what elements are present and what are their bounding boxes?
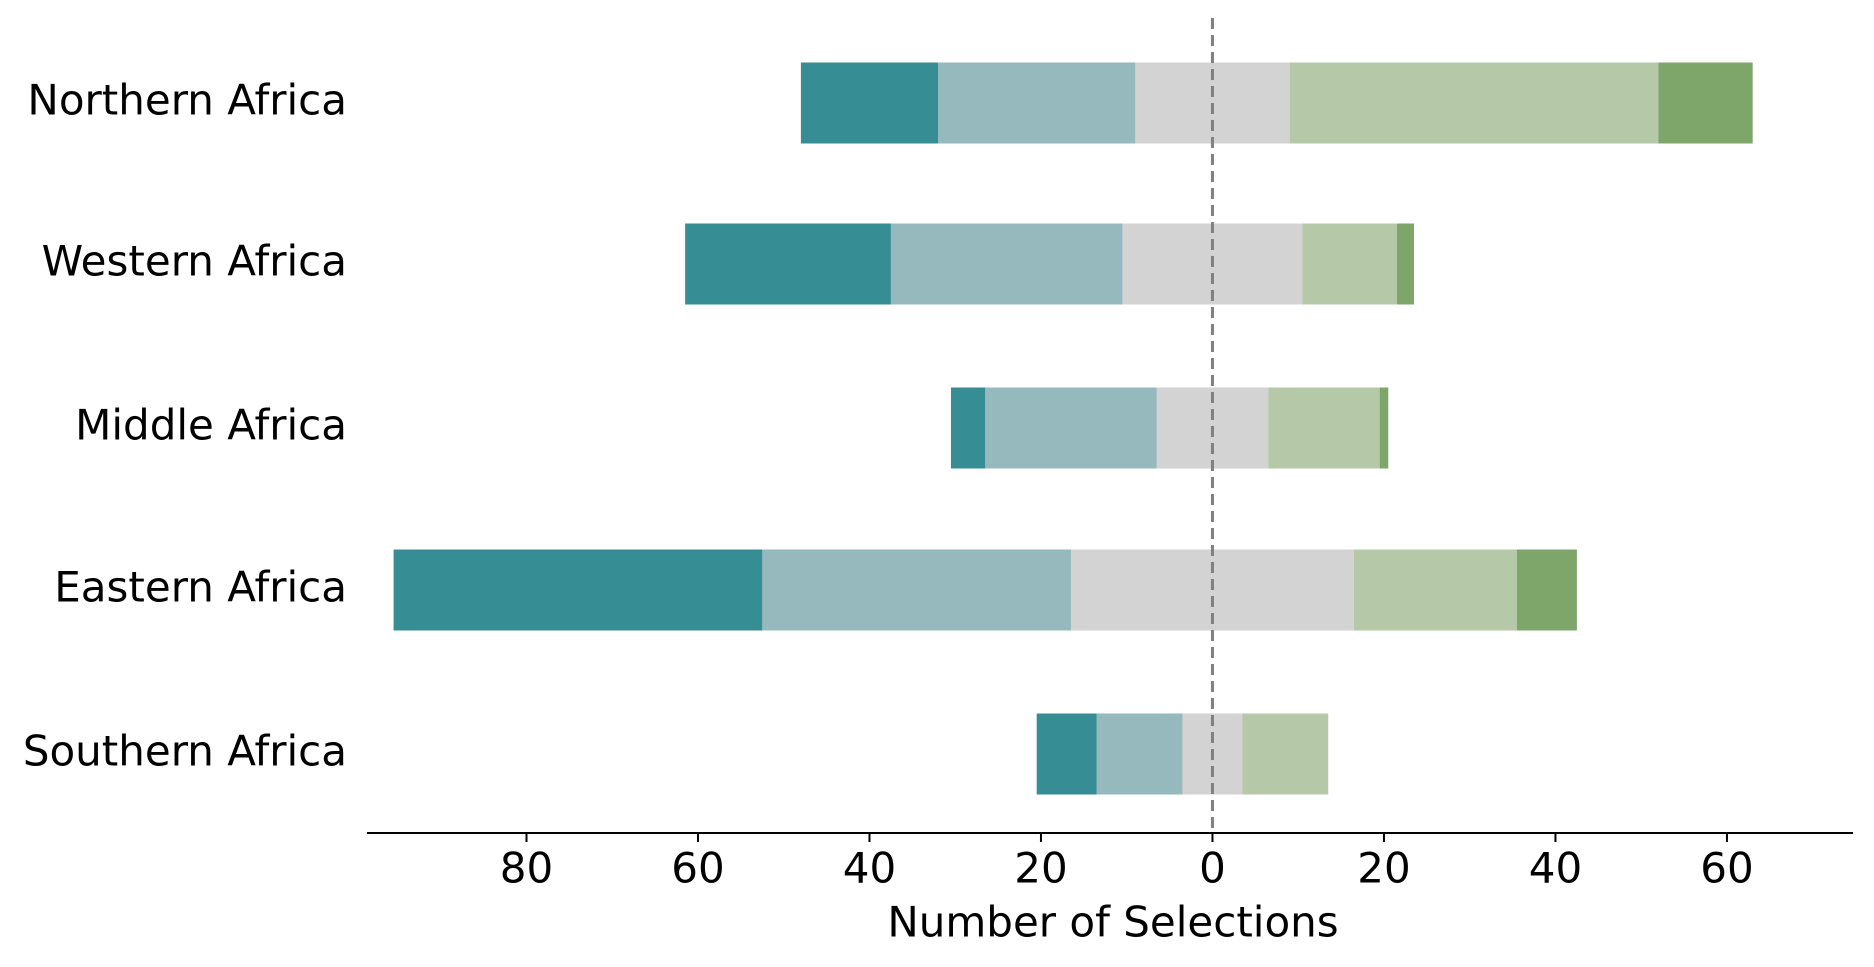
y-tick-label: Northern Africa bbox=[27, 76, 347, 125]
bar-segment bbox=[1096, 713, 1183, 795]
bar-segment bbox=[1516, 549, 1577, 631]
y-tick-label: Western Africa bbox=[42, 237, 347, 286]
y-tick-label: Middle Africa bbox=[75, 401, 347, 450]
bar-segment bbox=[890, 223, 1123, 305]
bar-segment bbox=[1396, 223, 1414, 305]
bar-segment bbox=[1268, 387, 1380, 469]
bar-segment bbox=[762, 549, 1071, 631]
x-tick-label: 40 bbox=[843, 844, 896, 893]
bar-segment bbox=[1036, 713, 1097, 795]
x-axis-label: Number of Selections bbox=[887, 898, 1338, 947]
x-tick-label: 0 bbox=[1199, 844, 1226, 893]
x-tick-label: 40 bbox=[1529, 844, 1582, 893]
bar-segment bbox=[1353, 549, 1517, 631]
bar-segment bbox=[1289, 62, 1659, 144]
bar-segment bbox=[685, 223, 891, 305]
bar-segment bbox=[938, 62, 1136, 144]
x-tick-label: 80 bbox=[500, 844, 553, 893]
y-tick-label: Eastern Africa bbox=[54, 563, 347, 612]
bar-segment bbox=[800, 62, 939, 144]
bar-segment bbox=[393, 549, 763, 631]
bar-segment bbox=[1242, 713, 1329, 795]
bar-segment bbox=[1302, 223, 1397, 305]
y-tick-label: Southern Africa bbox=[23, 727, 347, 776]
x-tick-label: 60 bbox=[1700, 844, 1753, 893]
x-tick-label: 20 bbox=[1014, 844, 1067, 893]
bar-segment bbox=[1658, 62, 1753, 144]
x-tick-label: 20 bbox=[1357, 844, 1410, 893]
bar-segment bbox=[950, 387, 986, 469]
x-tick-label: 60 bbox=[671, 844, 724, 893]
bar-segment bbox=[1379, 387, 1389, 469]
bar-segment bbox=[985, 387, 1157, 469]
